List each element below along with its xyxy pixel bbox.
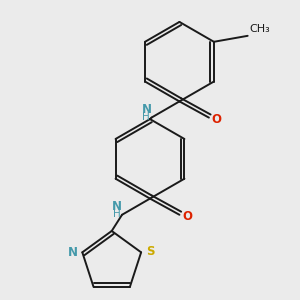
Text: H: H: [142, 112, 150, 122]
Text: N: N: [112, 200, 122, 213]
Text: O: O: [212, 112, 222, 126]
Text: O: O: [182, 210, 192, 223]
Text: CH₃: CH₃: [249, 24, 270, 34]
Text: H: H: [112, 209, 120, 219]
Text: N: N: [68, 246, 78, 259]
Text: N: N: [142, 103, 152, 116]
Text: S: S: [146, 245, 154, 258]
